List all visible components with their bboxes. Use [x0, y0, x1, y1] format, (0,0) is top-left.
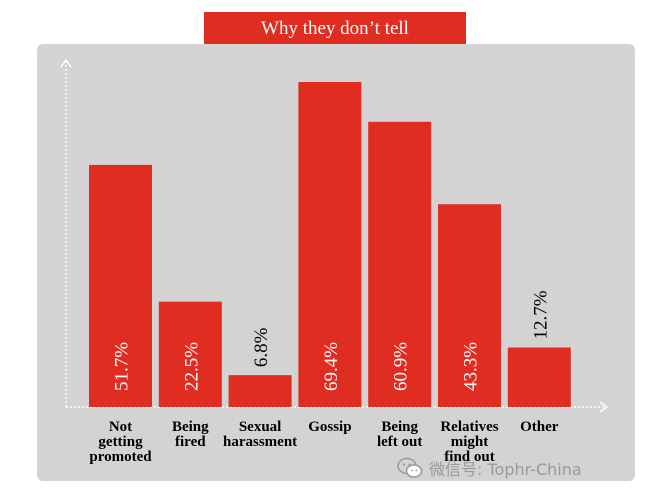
bar — [507, 347, 571, 407]
value-label: 6.8% — [251, 327, 272, 367]
bar — [158, 301, 222, 407]
watermark: 微信号: Tophr-China — [397, 455, 582, 481]
value-label: 51.7% — [112, 342, 133, 391]
category-label: Being left out — [377, 419, 422, 450]
value-labels-group: 51.7% 22.5% 6.8% 69.4% 60.9% 43.3% 12.7% — [112, 290, 552, 391]
chart-title: Why they don’t tell — [204, 12, 466, 44]
watermark-text: 微信号: Tophr-China — [429, 460, 582, 479]
y-axis-arrow — [60, 58, 72, 68]
value-label: 69.4% — [321, 342, 342, 391]
value-label: 60.9% — [391, 342, 412, 391]
category-label: Gossip — [308, 419, 351, 435]
x-axis-arrow — [599, 401, 609, 413]
bar — [89, 164, 152, 407]
value-label: 12.7% — [530, 290, 551, 339]
value-label: 43.3% — [461, 342, 482, 391]
category-label: Other — [520, 419, 559, 435]
wechat-icon — [397, 457, 423, 478]
category-label: Relatives might find out — [440, 419, 498, 465]
bar — [228, 375, 292, 407]
bar — [368, 121, 432, 407]
chart-axes — [60, 58, 609, 413]
bars-group — [89, 82, 571, 407]
category-label: Not getting promoted — [89, 419, 152, 465]
category-labels-group: Not getting promoted Being fired Sexual harass… — [89, 419, 558, 465]
bar — [298, 82, 362, 407]
category-label: Being fired — [172, 419, 209, 450]
category-label: Sexual harassment — [223, 419, 297, 450]
bar — [438, 204, 501, 407]
value-label: 22.5% — [181, 342, 202, 391]
